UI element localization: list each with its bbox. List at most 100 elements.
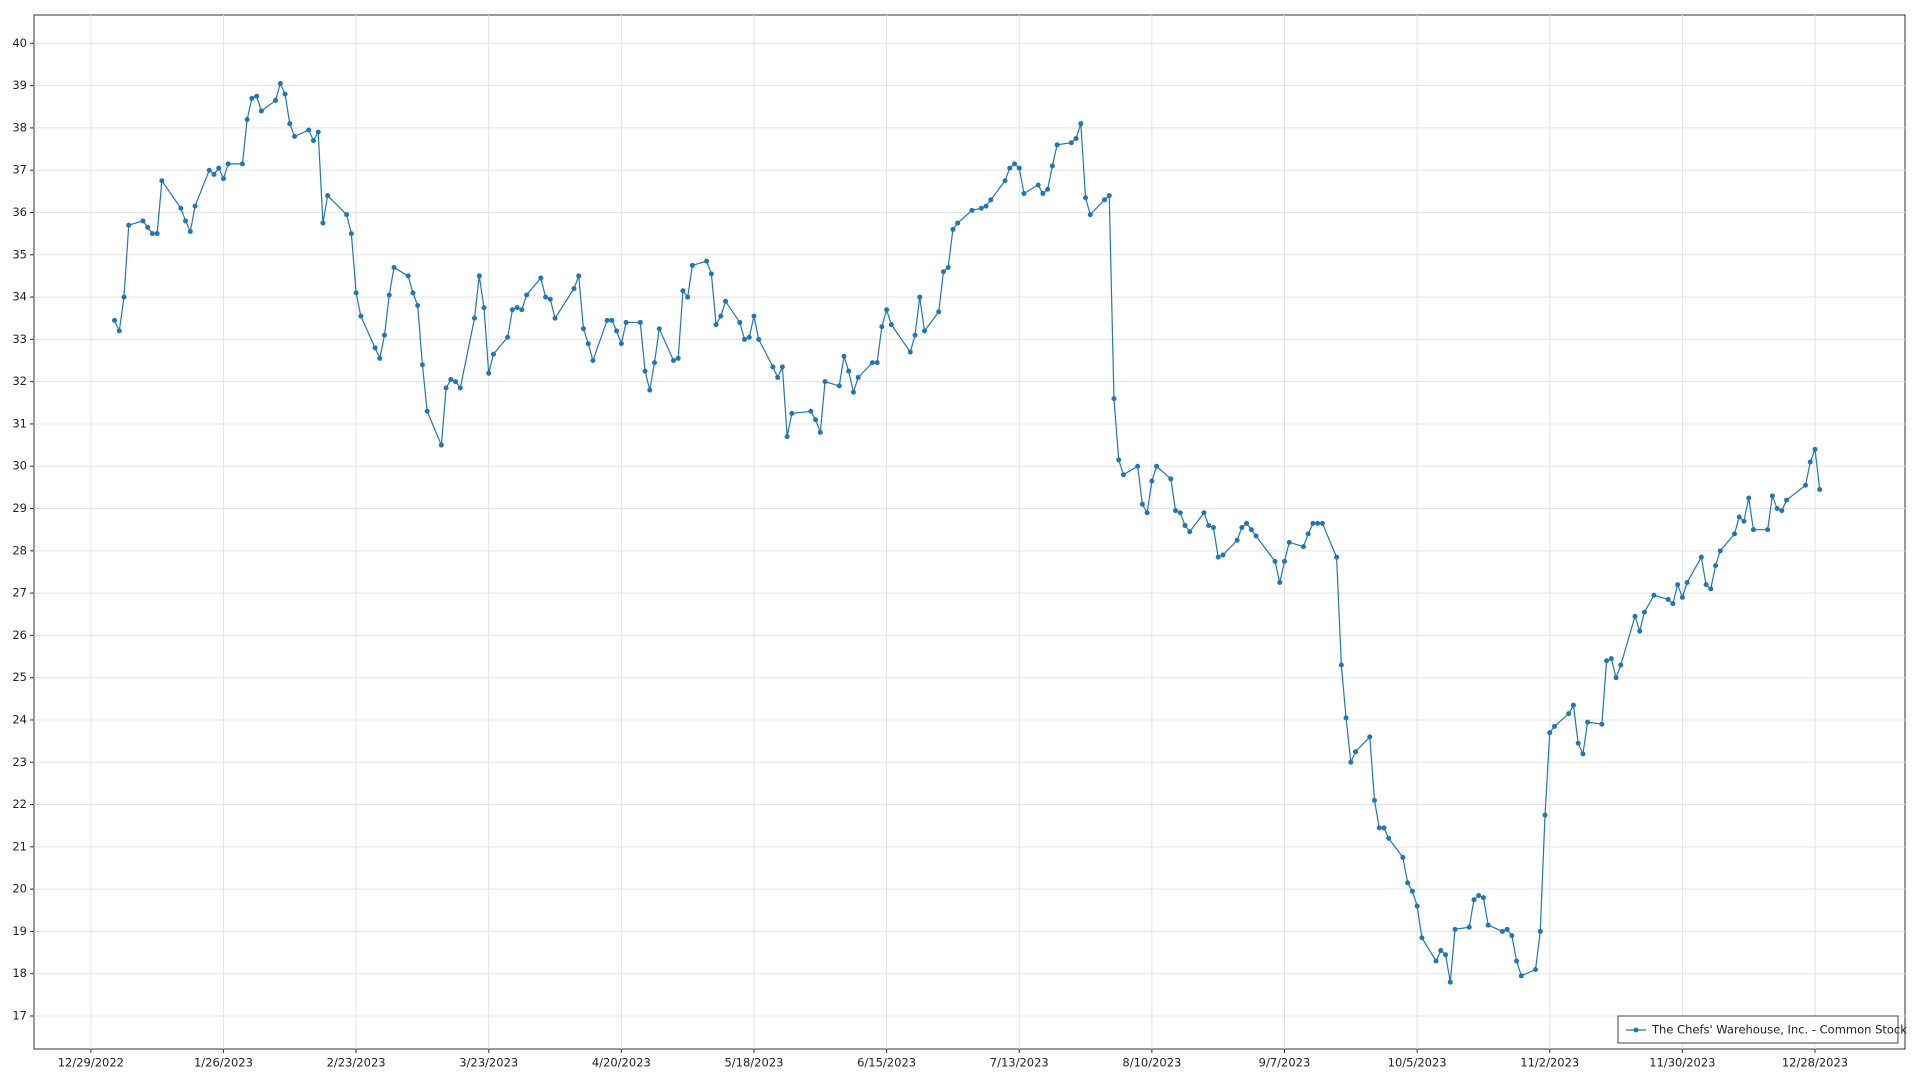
y-tick-label: 23 — [12, 755, 27, 769]
data-point — [1400, 854, 1406, 860]
data-point — [1665, 596, 1671, 602]
data-point — [1381, 825, 1387, 831]
y-tick-label: 19 — [12, 924, 27, 938]
x-tick-label: 2/23/2023 — [327, 1056, 386, 1070]
data-point — [1608, 656, 1614, 662]
data-point — [1679, 594, 1685, 600]
y-tick-label: 21 — [12, 839, 27, 853]
data-point — [1286, 539, 1292, 545]
data-point — [770, 364, 776, 370]
data-point — [670, 358, 676, 364]
data-point — [775, 374, 781, 380]
data-point — [306, 127, 312, 133]
data-point — [1011, 161, 1017, 167]
data-point — [1244, 520, 1250, 526]
data-point — [850, 389, 856, 395]
data-point — [1452, 926, 1458, 932]
data-point — [689, 262, 695, 268]
data-point — [718, 313, 724, 319]
data-point — [258, 108, 264, 114]
data-point — [675, 355, 681, 361]
data-point — [249, 95, 255, 101]
data-point — [912, 332, 918, 338]
legend-box — [1617, 1015, 1899, 1044]
data-point — [737, 319, 743, 325]
data-point — [325, 193, 331, 199]
data-point — [486, 370, 492, 376]
data-point — [310, 138, 316, 144]
data-point — [1509, 933, 1515, 939]
data-point — [1575, 740, 1581, 746]
data-point — [869, 360, 875, 366]
data-point — [1566, 711, 1572, 717]
data-point — [1542, 812, 1548, 818]
data-point — [448, 377, 454, 383]
data-point — [1807, 459, 1813, 465]
data-point — [1068, 140, 1074, 146]
data-point — [472, 315, 478, 321]
data-point — [580, 326, 586, 332]
y-tick-label: 28 — [12, 543, 27, 557]
data-point — [1272, 558, 1278, 564]
data-point — [443, 385, 449, 391]
data-point — [614, 328, 620, 334]
data-point — [1101, 197, 1107, 203]
data-point — [315, 129, 321, 135]
data-point — [1386, 835, 1392, 841]
data-point — [1334, 554, 1340, 560]
data-point — [988, 197, 994, 203]
data-point — [1305, 531, 1311, 537]
data-point — [159, 178, 165, 184]
data-point — [476, 273, 482, 279]
data-point — [1253, 533, 1259, 539]
data-point — [609, 317, 615, 323]
data-point — [1641, 609, 1647, 615]
data-point — [1537, 928, 1543, 934]
data-point — [244, 116, 250, 122]
data-point — [1281, 558, 1287, 564]
data-point — [1083, 195, 1089, 201]
data-point — [1613, 675, 1619, 681]
data-point — [1736, 514, 1742, 520]
data-point — [438, 442, 444, 448]
y-tick-label: 33 — [12, 332, 27, 346]
data-point — [836, 383, 842, 389]
data-point — [543, 294, 549, 300]
data-point — [1604, 658, 1610, 664]
data-point — [571, 286, 577, 292]
data-point — [1049, 163, 1055, 169]
y-tick-label: 29 — [12, 501, 27, 515]
y-tick-label: 27 — [12, 586, 27, 600]
data-point — [917, 294, 923, 300]
data-point — [1476, 892, 1482, 898]
data-point — [287, 121, 293, 127]
data-point — [505, 334, 511, 340]
data-point — [187, 229, 193, 235]
x-tick-label: 1/26/2023 — [194, 1056, 253, 1070]
data-point — [547, 296, 553, 302]
data-point — [874, 360, 880, 366]
data-point — [1087, 212, 1093, 218]
data-point — [713, 322, 719, 328]
data-point — [509, 307, 515, 313]
line-series — [113, 81, 1821, 983]
y-tick-label: 31 — [12, 416, 27, 430]
data-point — [1731, 531, 1737, 537]
data-point — [936, 309, 942, 315]
x-tick-label: 5/18/2023 — [724, 1056, 783, 1070]
x-tick-label: 3/23/2023 — [459, 1056, 518, 1070]
y-tick-label: 39 — [12, 78, 27, 92]
data-point — [277, 81, 283, 87]
data-point — [846, 368, 852, 374]
data-point — [751, 313, 757, 319]
data-point — [978, 205, 984, 211]
data-point — [382, 332, 388, 338]
data-point — [756, 336, 762, 342]
data-point — [1414, 903, 1420, 909]
data-point — [1343, 715, 1349, 721]
data-point — [154, 231, 160, 237]
data-point — [907, 349, 913, 355]
x-tick-label: 10/5/2023 — [1388, 1056, 1447, 1070]
data-point — [1149, 478, 1155, 484]
